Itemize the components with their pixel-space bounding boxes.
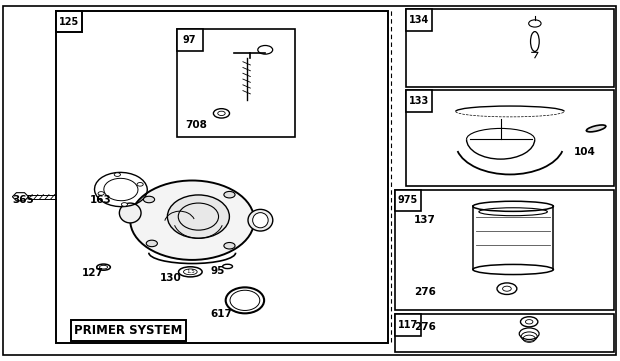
Text: 708: 708 — [185, 119, 206, 130]
Text: 104: 104 — [574, 147, 595, 157]
Text: 617: 617 — [211, 309, 232, 319]
Text: 276: 276 — [414, 322, 436, 332]
Text: 163: 163 — [90, 195, 112, 205]
Bar — [177, 29, 294, 137]
Circle shape — [122, 203, 128, 206]
Ellipse shape — [248, 209, 273, 231]
Text: 134: 134 — [409, 15, 429, 25]
Ellipse shape — [104, 178, 138, 201]
Circle shape — [114, 173, 120, 177]
Ellipse shape — [587, 125, 606, 132]
Ellipse shape — [119, 203, 141, 223]
Bar — [395, 314, 614, 352]
Bar — [395, 190, 614, 310]
Bar — [395, 190, 421, 211]
Text: 130: 130 — [160, 273, 182, 283]
Text: 137: 137 — [414, 215, 436, 225]
Text: 365: 365 — [12, 195, 34, 205]
Circle shape — [146, 240, 157, 247]
Text: PRIMER SYSTEM: PRIMER SYSTEM — [74, 324, 183, 337]
Circle shape — [224, 243, 235, 249]
Bar — [177, 29, 203, 51]
Bar — [56, 11, 82, 32]
Text: 127: 127 — [82, 268, 104, 278]
Bar — [406, 90, 614, 186]
Bar — [406, 9, 432, 31]
Ellipse shape — [167, 195, 229, 238]
Ellipse shape — [130, 180, 254, 260]
Bar — [56, 11, 388, 343]
Text: 1.5: 1.5 — [186, 269, 195, 274]
Text: 276: 276 — [414, 287, 436, 297]
Text: 133: 133 — [409, 96, 429, 106]
Circle shape — [98, 192, 104, 195]
Text: 975: 975 — [398, 195, 418, 205]
Bar — [71, 320, 186, 341]
Text: 117: 117 — [398, 320, 418, 330]
Bar — [395, 314, 421, 336]
Ellipse shape — [253, 213, 268, 228]
Circle shape — [137, 183, 143, 186]
Circle shape — [224, 191, 235, 198]
Text: 125: 125 — [59, 17, 79, 27]
Bar — [406, 9, 614, 87]
Text: 95: 95 — [211, 266, 225, 276]
Text: eReplacementParts.com: eReplacementParts.com — [170, 188, 289, 198]
Text: 97: 97 — [183, 35, 197, 45]
Circle shape — [143, 196, 154, 203]
Bar — [406, 90, 432, 112]
